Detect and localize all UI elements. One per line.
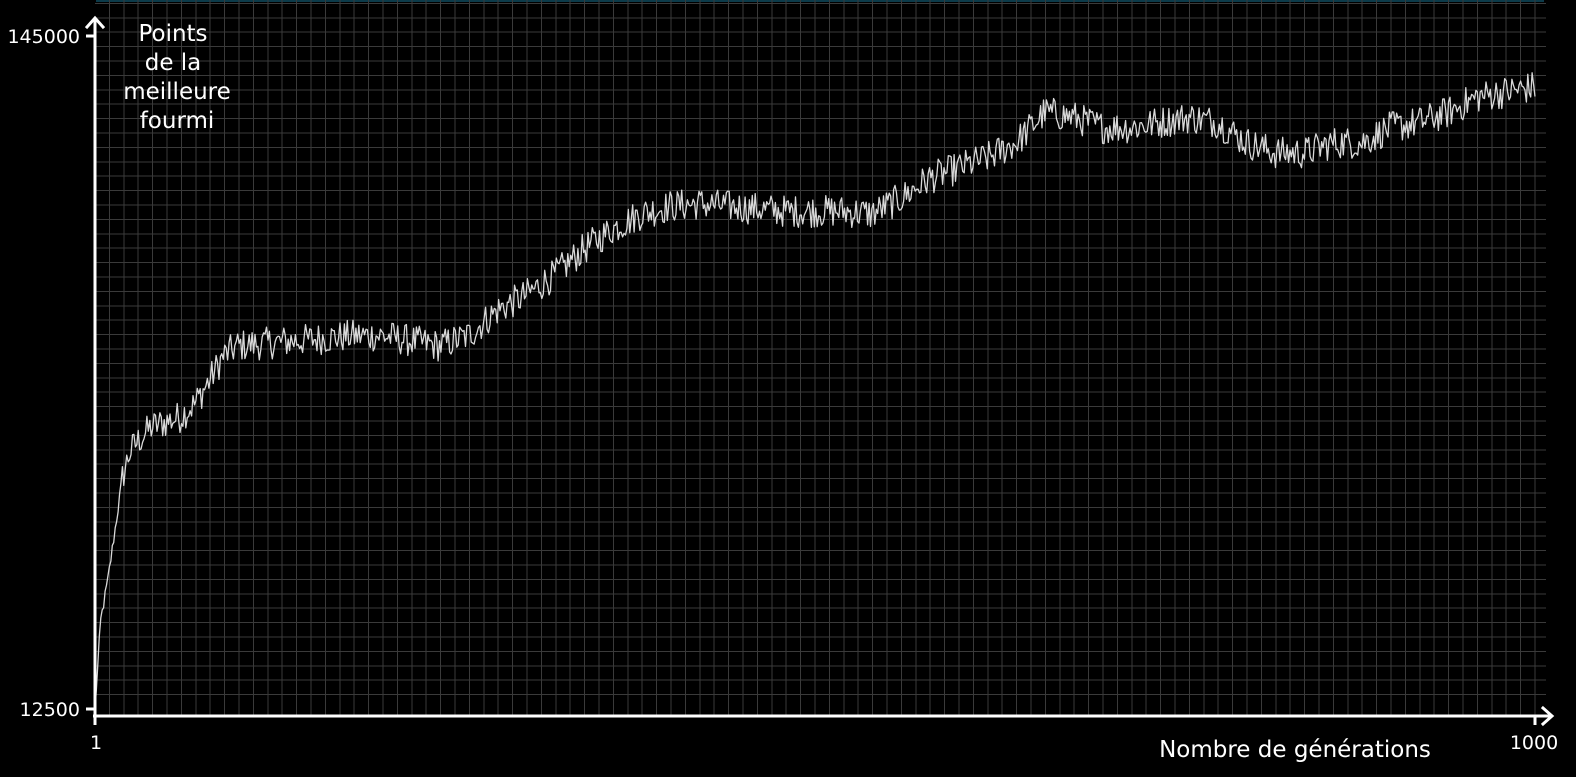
y-tick-label-min: 12500 <box>20 699 80 721</box>
x-axis-title: Nombre de générations <box>1159 737 1431 763</box>
y-tick-label-max: 145000 <box>7 26 80 48</box>
y-axis-title-line-2: de la <box>145 50 202 76</box>
y-axis-title-line-4: fourmi <box>140 108 215 134</box>
x-tick-label-max: 1000 <box>1510 732 1558 754</box>
y-axis-title-line-3: meilleure <box>123 79 231 105</box>
grid <box>95 0 1546 716</box>
series-line <box>94 72 1536 710</box>
x-axis-arrow <box>1540 705 1555 727</box>
y-axis-title-line-1: Points <box>138 21 207 47</box>
y-axis-arrow <box>84 15 106 30</box>
x-tick-label-min: 1 <box>90 732 102 754</box>
